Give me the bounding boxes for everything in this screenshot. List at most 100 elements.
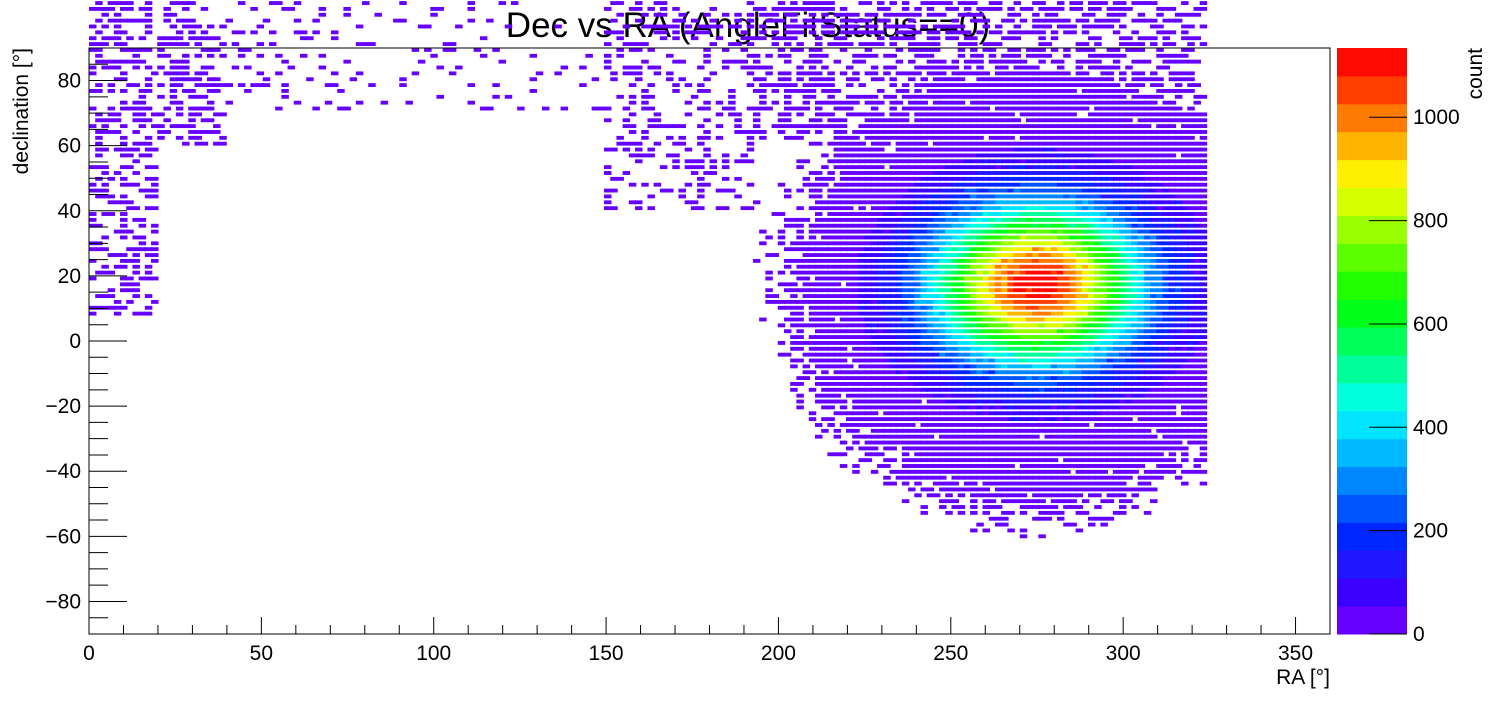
histogram-bin: [151, 124, 159, 129]
histogram-bin: [870, 282, 879, 287]
histogram-bin: [610, 18, 618, 23]
histogram-bin: [752, 118, 761, 123]
histogram-bin: [175, 135, 184, 140]
histogram-bin: [182, 77, 190, 82]
histogram-bin: [827, 329, 835, 334]
histogram-bin: [604, 147, 612, 152]
histogram-bin: [889, 241, 897, 246]
histogram-bin: [355, 42, 364, 46]
histogram-bin: [908, 458, 916, 463]
histogram-bin: [138, 36, 147, 41]
histogram-bin: [895, 247, 904, 252]
histogram-bin: [870, 423, 879, 427]
histogram-bin: [709, 18, 717, 23]
histogram-bin: [343, 59, 351, 64]
histogram-bin: [908, 258, 916, 263]
histogram-bin: [827, 253, 835, 257]
histogram-bin: [138, 247, 147, 252]
histogram-bin: [846, 323, 854, 328]
histogram-bin: [833, 393, 842, 398]
histogram-bin: [870, 165, 879, 170]
histogram-bin: [138, 217, 147, 222]
histogram-bin: [635, 1, 643, 5]
histogram-bin: [672, 124, 680, 129]
histogram-bin: [908, 194, 916, 199]
histogram-bin: [870, 235, 879, 240]
histogram-bin: [635, 206, 643, 211]
histogram-bin: [889, 311, 897, 316]
histogram-bin: [877, 42, 885, 46]
histogram-bin: [777, 229, 786, 234]
histogram-bin: [796, 235, 804, 240]
histogram-bin: [113, 77, 122, 82]
histogram-bin: [833, 247, 842, 252]
histogram-bin: [877, 452, 885, 457]
histogram-bin: [852, 194, 860, 199]
histogram-bin: [144, 294, 153, 298]
histogram-bin: [771, 83, 780, 88]
histogram-bin: [877, 77, 885, 82]
histogram-bin: [703, 147, 711, 152]
histogram-bin: [113, 171, 122, 175]
histogram-bin: [895, 171, 904, 175]
histogram-bin: [839, 135, 848, 140]
histogram-bin: [883, 171, 891, 175]
histogram-bin: [647, 24, 655, 29]
histogram-bin: [796, 106, 804, 111]
histogram-bin: [237, 1, 246, 5]
histogram-bin: [901, 229, 910, 234]
histogram-bin: [833, 89, 842, 93]
histogram-bin: [299, 53, 308, 58]
histogram-bin: [182, 141, 190, 146]
histogram-bin: [560, 106, 569, 111]
histogram-bin: [355, 100, 364, 105]
histogram-bin: [901, 182, 910, 187]
histogram-bin: [821, 223, 829, 228]
histogram-bin: [120, 165, 128, 170]
histogram-bin: [870, 94, 879, 99]
histogram-bin: [883, 135, 891, 140]
histogram-bin: [89, 305, 97, 310]
histogram-bin: [814, 112, 823, 117]
histogram-bin: [914, 481, 922, 486]
histogram-bin: [802, 94, 811, 99]
histogram-bin: [852, 311, 860, 316]
histogram-bin: [846, 141, 854, 146]
histogram-bin: [914, 288, 922, 293]
histogram-bin: [833, 59, 842, 64]
histogram-bin: [852, 112, 860, 117]
histogram-bin: [883, 329, 891, 334]
histogram-bin: [144, 194, 153, 199]
histogram-bin: [895, 188, 904, 193]
histogram-bin: [678, 77, 686, 82]
histogram-bin: [914, 229, 922, 234]
histogram-bin: [839, 206, 848, 211]
histogram-bin: [814, 36, 823, 41]
histogram-bin: [647, 65, 655, 70]
histogram-bin: [821, 393, 829, 398]
histogram-bin: [827, 94, 835, 99]
histogram-bin: [858, 141, 866, 146]
histogram-bin: [852, 223, 860, 228]
histogram-bin: [814, 83, 823, 88]
histogram-bin: [659, 124, 668, 129]
histogram-bin: [814, 335, 823, 339]
histogram-bin: [399, 1, 407, 5]
histogram-bin: [889, 165, 897, 170]
histogram-bin: [833, 335, 842, 339]
histogram-bin: [144, 247, 153, 252]
histogram-bin: [219, 42, 227, 46]
histogram-bin: [814, 253, 823, 257]
histogram-bin: [200, 71, 209, 76]
histogram-bin: [237, 30, 246, 35]
histogram-bin: [889, 159, 897, 164]
histogram-bin: [808, 141, 817, 146]
histogram-bin: [206, 89, 215, 93]
histogram-bin: [827, 288, 835, 293]
histogram-bin: [883, 118, 891, 123]
histogram-bin: [796, 24, 804, 29]
histogram-bin: [883, 247, 891, 252]
histogram-bin: [846, 100, 854, 105]
histogram-bin: [777, 6, 786, 11]
histogram-bin: [473, 48, 482, 52]
